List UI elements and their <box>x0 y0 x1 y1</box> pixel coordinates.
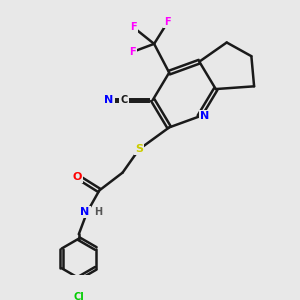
Text: H: H <box>94 207 103 217</box>
Text: F: F <box>129 47 136 57</box>
Text: S: S <box>135 144 143 154</box>
Text: N: N <box>104 95 113 105</box>
Text: N: N <box>80 207 89 217</box>
Text: Cl: Cl <box>74 292 84 300</box>
Text: F: F <box>164 17 171 27</box>
Text: O: O <box>73 172 82 182</box>
Text: N: N <box>200 112 209 122</box>
Text: C: C <box>120 95 128 105</box>
Text: F: F <box>130 22 137 32</box>
